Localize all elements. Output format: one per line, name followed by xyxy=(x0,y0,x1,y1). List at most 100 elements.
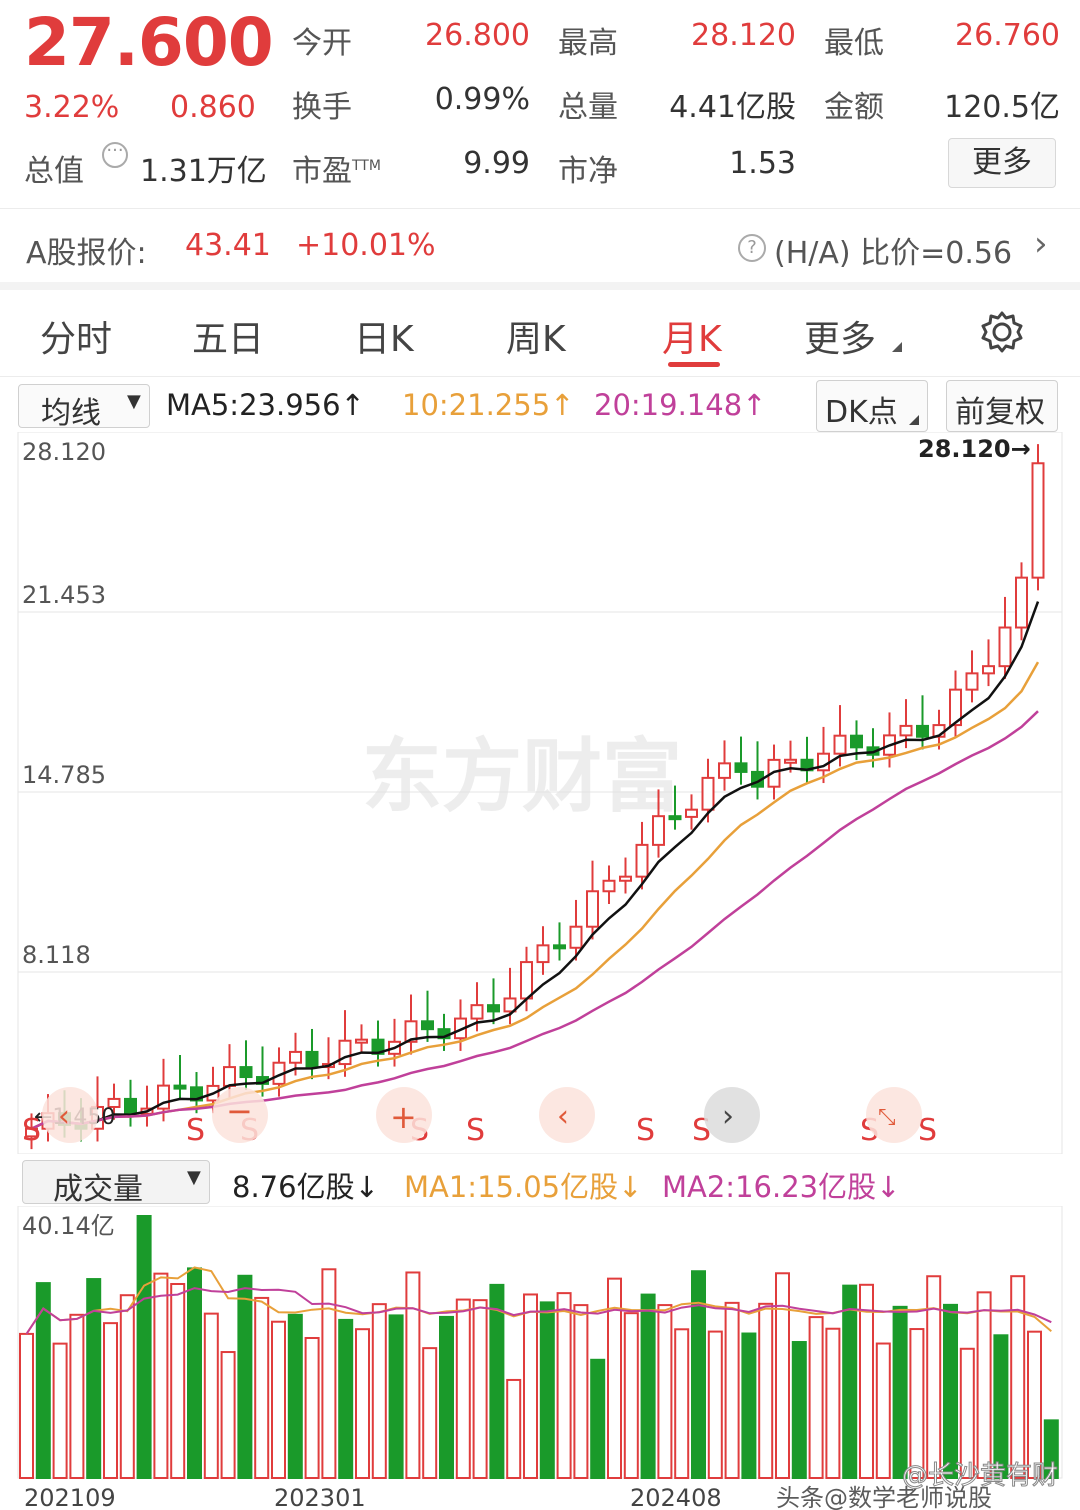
ma10-line xyxy=(30,661,1040,1130)
tab-intraday[interactable]: 分时 xyxy=(40,319,113,360)
tab-weekly-k[interactable]: 周K xyxy=(506,319,566,360)
chevron-right-icon[interactable]: › xyxy=(1034,224,1048,264)
low-label: 最低 xyxy=(824,26,884,61)
volume-bar xyxy=(859,1283,874,1480)
volume-bar xyxy=(203,1312,219,1480)
volume-bar xyxy=(640,1293,656,1479)
kline-chart[interactable]: 东方财富 28.120 21.453 14.785 8.118 28.120→ … xyxy=(0,432,1080,1154)
tab-daily-k[interactable]: 日K xyxy=(354,319,414,360)
volume-chart[interactable]: 40.14亿 202109 202301 202408 头条@数学老师说股 @长… xyxy=(0,1206,1080,1510)
volume-bar xyxy=(1043,1419,1059,1479)
candle-body xyxy=(916,724,929,738)
volume-indicator-select[interactable]: 成交量 ▼ xyxy=(22,1160,210,1207)
candle-body xyxy=(553,944,566,950)
high-marker: 28.120→ xyxy=(918,435,1031,463)
candle-body xyxy=(25,1127,38,1138)
candle-body xyxy=(899,724,913,737)
plus-icon: + xyxy=(390,1098,417,1136)
volume-bar xyxy=(1010,1275,1026,1479)
volume-ma1: MA1:15.05亿股↓ xyxy=(404,1170,643,1204)
divider xyxy=(0,376,1080,377)
volume-bar xyxy=(892,1305,908,1479)
candle-body xyxy=(734,762,748,773)
adjust-button[interactable]: 前复权 xyxy=(946,380,1058,432)
tab-five-day[interactable]: 五日 xyxy=(192,319,265,360)
weibo-overlay: @长沙黄有财 xyxy=(902,1461,1058,1491)
period-tabs: 分时 五日 日K 周K 月K 更多 xyxy=(0,290,1080,376)
candle-body xyxy=(569,925,583,949)
volume-bar xyxy=(371,1303,387,1479)
volume-bar xyxy=(287,1313,303,1479)
last-price: 27.600 xyxy=(24,4,274,81)
candle-body xyxy=(1015,576,1028,629)
volume-ma2: MA2:16.23亿股↓ xyxy=(662,1170,901,1204)
candle-body xyxy=(124,1097,137,1115)
candle-body xyxy=(470,1004,484,1020)
volume-bar xyxy=(304,1336,320,1479)
volume-bar xyxy=(926,1275,942,1480)
divider xyxy=(0,208,1080,209)
dk-point-label: DK点 xyxy=(825,395,898,430)
x-axis-label: 202408 xyxy=(630,1484,722,1510)
volume-bar xyxy=(86,1278,102,1480)
volume-bar xyxy=(1027,1330,1042,1479)
candle-body xyxy=(107,1097,121,1108)
volume-bar xyxy=(573,1304,589,1479)
dropdown-corner-icon xyxy=(892,342,902,352)
candle-body xyxy=(536,944,550,964)
volume-axis-max: 40.14亿 xyxy=(22,1212,115,1240)
candle-body xyxy=(586,890,599,928)
volume-bar xyxy=(875,1342,891,1479)
back-nav-button[interactable] xyxy=(42,1087,98,1143)
candle-body xyxy=(833,734,847,755)
candle-body xyxy=(602,879,616,893)
volume-bar xyxy=(724,1301,740,1480)
tab-monthly-k[interactable]: 月K xyxy=(662,319,722,360)
ashare-row[interactable]: A股报价: 43.41 +10.01% ? (H/A) 比价=0.56 › xyxy=(0,210,1080,282)
dk-point-button[interactable]: DK点 xyxy=(816,380,928,432)
settings-gear-icon[interactable] xyxy=(978,308,1026,356)
pb-label: 市净 xyxy=(558,154,618,189)
more-button[interactable]: 更多 xyxy=(948,138,1056,188)
volume-bar xyxy=(119,1294,135,1479)
ha-ratio: (H/A) 比价=0.56 xyxy=(774,236,1013,271)
volume-bar xyxy=(556,1292,572,1479)
signal-marker: S xyxy=(186,1113,205,1148)
prev-nav-button[interactable] xyxy=(539,1087,595,1143)
volume-bar xyxy=(607,1277,622,1479)
candle-body xyxy=(635,843,649,878)
expand-icon: ⤡ xyxy=(878,1105,896,1130)
candle-body xyxy=(503,997,517,1013)
open-label: 今开 xyxy=(292,26,352,61)
fullscreen-button[interactable] xyxy=(866,1087,922,1143)
candle-body xyxy=(668,815,682,821)
ma10-value: 10:21.255↑ xyxy=(402,388,575,422)
candle-body xyxy=(487,1004,500,1013)
volume-bar xyxy=(439,1315,454,1479)
zoom-in-button[interactable] xyxy=(376,1087,432,1143)
next-nav-button[interactable] xyxy=(704,1087,760,1143)
open-value: 26.800 xyxy=(425,18,530,53)
axis-label: 21.453 xyxy=(22,581,106,609)
zoom-out-button[interactable] xyxy=(212,1087,268,1143)
ma5-value: MA5:23.956↑ xyxy=(166,388,365,422)
tab-more[interactable]: 更多 xyxy=(804,319,877,360)
volume-bar xyxy=(355,1328,370,1479)
candle-body xyxy=(998,626,1012,668)
change-amount: 0.860 xyxy=(170,90,256,125)
candle-body xyxy=(685,808,698,818)
volume-bar xyxy=(136,1215,152,1479)
volume-bar xyxy=(254,1296,270,1480)
help-icon[interactable]: ? xyxy=(738,234,766,262)
ma-select[interactable]: 均线 ▼ xyxy=(18,384,150,431)
volume-bar xyxy=(691,1270,706,1479)
candle-body xyxy=(190,1086,203,1102)
volume-value: 8.76亿股↓ xyxy=(232,1170,379,1204)
volume-bar xyxy=(321,1268,337,1480)
adjust-label: 前复权 xyxy=(955,395,1045,430)
signal-marker: S xyxy=(636,1113,655,1148)
info-dots-icon[interactable]: ··· xyxy=(102,142,128,168)
high-value: 28.120 xyxy=(691,18,796,53)
candle-body xyxy=(173,1084,187,1090)
kline-frame xyxy=(17,432,1063,1154)
